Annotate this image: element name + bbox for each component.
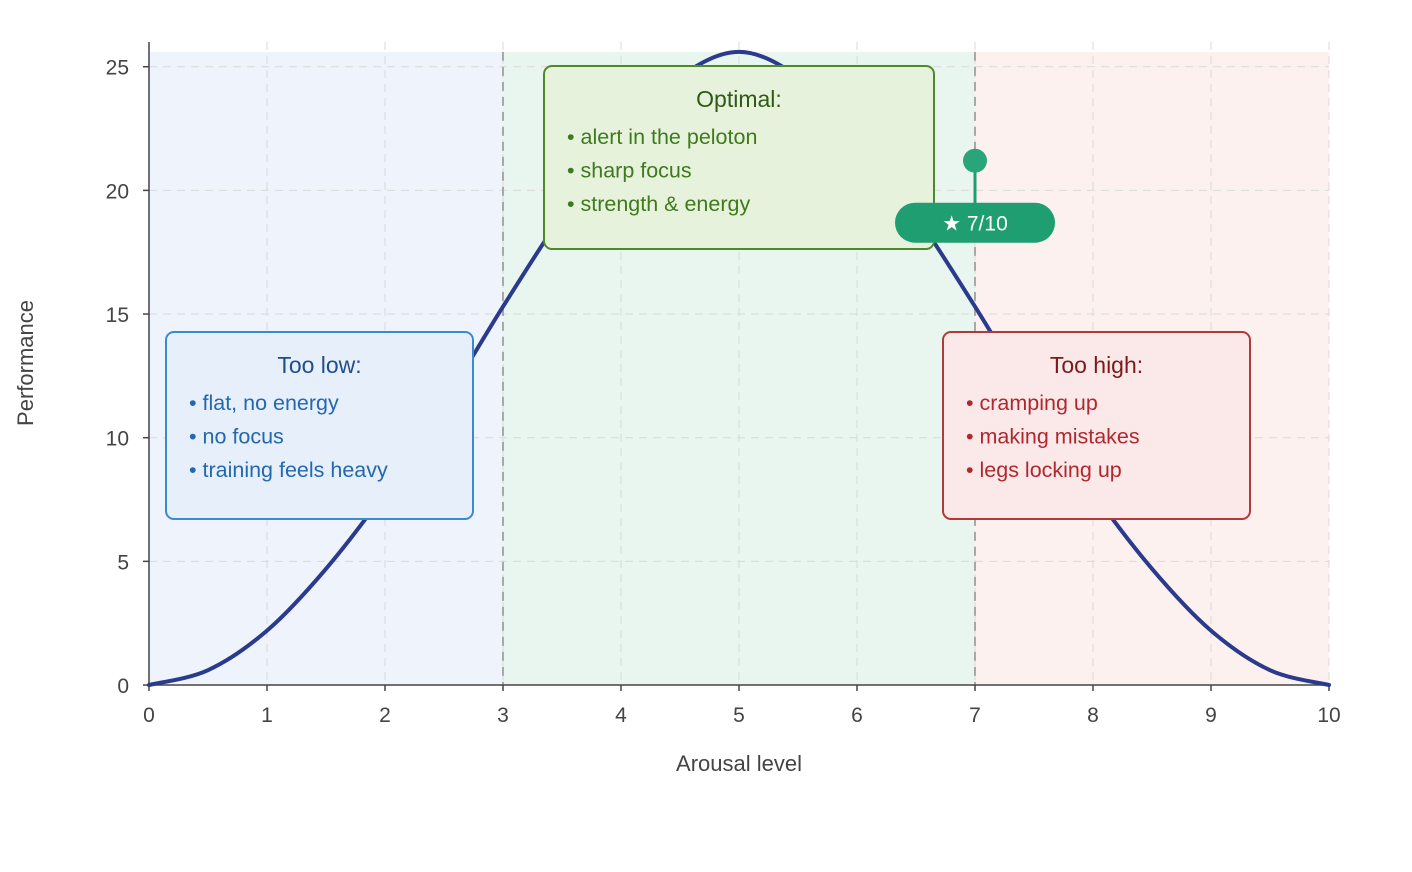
zone-box-item: • sharp focus: [567, 159, 692, 183]
y-axis-label: Performance: [13, 300, 38, 426]
y-tick-label: 5: [117, 551, 129, 574]
x-axis-label: Arousal level: [676, 751, 802, 776]
x-tick-label: 6: [851, 704, 863, 727]
zone-box-item: • no focus: [189, 425, 284, 449]
x-tick-label: 9: [1205, 704, 1217, 727]
zone-box-title: Too low:: [277, 352, 361, 378]
x-tick-label: 10: [1317, 704, 1340, 727]
y-tick-label: 0: [117, 675, 129, 698]
zone-annotations: Too low: • flat, no energy • no focus • tra…: [165, 65, 1251, 520]
zone-box-frame: [942, 331, 1251, 520]
zone-box-item: • making mistakes: [966, 425, 1140, 449]
zone-box-title: Too high:: [1050, 352, 1143, 378]
x-tick-label: 7: [969, 704, 981, 727]
axis-titles: Arousal level Performance: [13, 300, 802, 776]
x-tick-label: 3: [497, 704, 509, 727]
zone-box-2: Too high: • cramping up • making mistakes •…: [942, 331, 1251, 520]
zone-box-item: • training feels heavy: [189, 458, 388, 482]
marker-label: ★ 7/10: [942, 213, 1008, 236]
x-tick-label: 8: [1087, 704, 1099, 727]
zone-box-0: Too low: • flat, no energy • no focus • tra…: [165, 331, 474, 520]
axes: 0 1 2 3 4 5 6 7 8 9 10 0 5 10 15 20 25: [106, 42, 1341, 727]
x-tick-label: 5: [733, 704, 745, 727]
zone-box-item: • strength & energy: [567, 192, 750, 216]
zone-box-1: Optimal: • alert in the peloton • sharp fo…: [543, 65, 935, 250]
zone-box-item: • flat, no energy: [189, 391, 339, 415]
x-tick-label: 2: [379, 704, 391, 727]
x-tick-label: 0: [143, 704, 155, 727]
y-tick-label: 25: [106, 57, 129, 80]
zone-box-item: • legs locking up: [966, 458, 1122, 482]
marker-layer: ★ 7/10: [895, 148, 1055, 243]
zone-box-frame: [543, 65, 935, 250]
marker-dot: [963, 148, 987, 173]
zone-box-item: • alert in the peloton: [567, 125, 757, 149]
x-tick-label: 1: [261, 704, 273, 727]
zone-box-frame: [165, 331, 474, 520]
y-tick-label: 20: [106, 180, 129, 203]
y-tick-label: 15: [106, 304, 129, 327]
marker-badge: [895, 202, 1055, 243]
zone-box-title: Optimal:: [696, 86, 782, 112]
y-tick-label: 10: [106, 428, 129, 451]
x-tick-label: 4: [615, 704, 627, 727]
zone-box-item: • cramping up: [966, 391, 1098, 415]
